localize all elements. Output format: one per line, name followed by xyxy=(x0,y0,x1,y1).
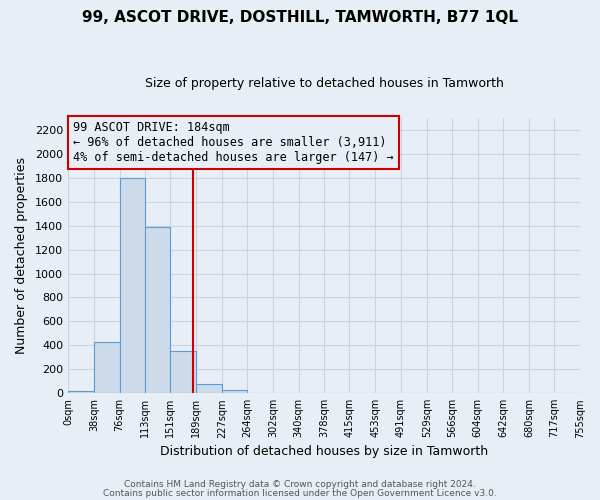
X-axis label: Distribution of detached houses by size in Tamworth: Distribution of detached houses by size … xyxy=(160,444,488,458)
Bar xyxy=(196,384,222,393)
Bar xyxy=(94,342,119,393)
Bar xyxy=(68,391,94,393)
Bar xyxy=(119,178,145,393)
Title: Size of property relative to detached houses in Tamworth: Size of property relative to detached ho… xyxy=(145,78,503,90)
Text: Contains HM Land Registry data © Crown copyright and database right 2024.: Contains HM Land Registry data © Crown c… xyxy=(124,480,476,489)
Y-axis label: Number of detached properties: Number of detached properties xyxy=(15,157,28,354)
Bar xyxy=(222,390,247,393)
Text: Contains public sector information licensed under the Open Government Licence v3: Contains public sector information licen… xyxy=(103,488,497,498)
Bar xyxy=(145,227,170,393)
Text: 99, ASCOT DRIVE, DOSTHILL, TAMWORTH, B77 1QL: 99, ASCOT DRIVE, DOSTHILL, TAMWORTH, B77… xyxy=(82,10,518,25)
Bar xyxy=(170,350,196,393)
Text: 99 ASCOT DRIVE: 184sqm
← 96% of detached houses are smaller (3,911)
4% of semi-d: 99 ASCOT DRIVE: 184sqm ← 96% of detached… xyxy=(73,121,394,164)
